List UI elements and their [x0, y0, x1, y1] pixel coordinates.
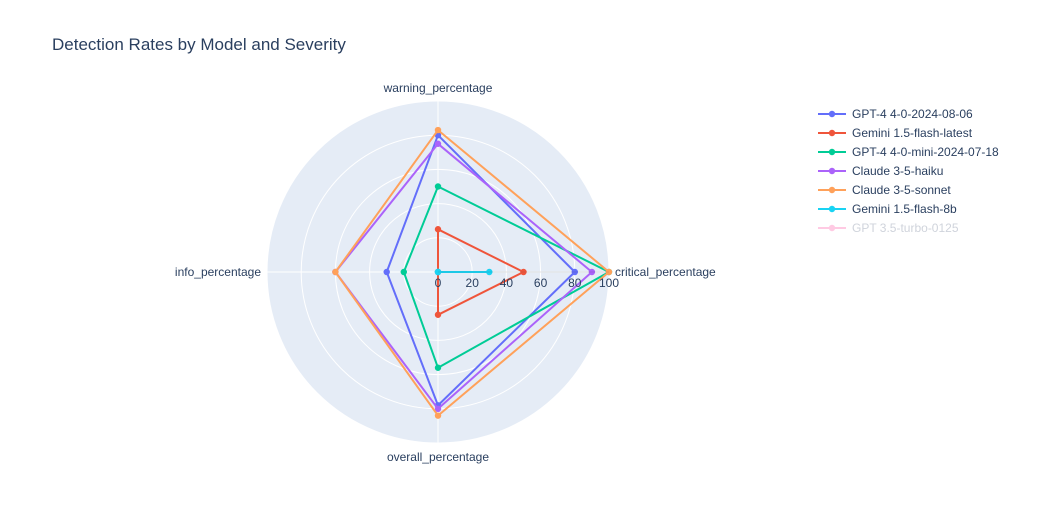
legend-label: GPT-4 4-0-2024-08-06	[852, 107, 973, 121]
data-point	[605, 268, 613, 276]
axis-label-critical_percentage: critical_percentage	[615, 265, 716, 279]
data-point	[434, 268, 442, 276]
legend-label: GPT-4 4-0-mini-2024-07-18	[852, 145, 999, 159]
radial-tick-label: 80	[568, 276, 582, 290]
series-5	[434, 268, 493, 276]
data-point	[434, 405, 442, 412]
legend-item[interactable]: Claude 3-5-sonnet	[818, 183, 951, 197]
legend-marker	[828, 205, 836, 213]
data-point	[434, 183, 442, 190]
radial-tick-label: 40	[500, 276, 514, 290]
legend-marker	[828, 148, 836, 156]
legend-marker	[828, 224, 836, 232]
legend-item[interactable]: GPT-4 4-0-mini-2024-07-18	[818, 145, 999, 159]
data-point	[434, 311, 442, 318]
series-4	[332, 126, 613, 419]
data-point	[486, 268, 493, 276]
data-point	[434, 140, 442, 147]
legend-item[interactable]: Claude 3-5-haiku	[818, 164, 943, 178]
legend-marker	[828, 186, 836, 194]
radial-tick-label: 20	[466, 276, 480, 290]
data-point	[434, 226, 442, 233]
chart-title: Detection Rates by Model and Severity	[52, 35, 346, 54]
legend-item[interactable]: GPT-4 4-0-2024-08-06	[818, 107, 973, 121]
legend-item[interactable]: Gemini 1.5-flash-latest	[818, 126, 973, 140]
radial-tick-label: 60	[534, 276, 548, 290]
data-point	[434, 364, 442, 371]
data-point	[400, 268, 407, 276]
radial-tick-label: 0	[435, 276, 442, 290]
legend-item[interactable]: GPT 3.5-turbo-0125	[818, 221, 959, 235]
legend: GPT-4 4-0-2024-08-06 Gemini 1.5-flash-lat…	[818, 107, 999, 235]
axis-label-warning_percentage: warning_percentage	[383, 81, 493, 95]
data-point	[434, 412, 442, 419]
axis-label-overall_percentage: overall_percentage	[387, 450, 489, 464]
data-point	[434, 126, 442, 134]
axis-label-info_percentage: info_percentage	[175, 265, 261, 279]
legend-marker	[828, 167, 836, 175]
data-point	[332, 268, 339, 276]
legend-marker	[828, 129, 836, 137]
legend-label: Gemini 1.5-flash-latest	[852, 126, 973, 140]
legend-item[interactable]: Gemini 1.5-flash-8b	[818, 202, 957, 216]
legend-label: Gemini 1.5-flash-8b	[852, 202, 957, 216]
legend-label: Claude 3-5-haiku	[852, 164, 943, 178]
data-point	[571, 268, 578, 276]
radial-tick-label: 100	[599, 276, 619, 290]
data-point	[588, 268, 596, 276]
data-point	[383, 268, 390, 276]
legend-label: GPT 3.5-turbo-0125	[852, 221, 959, 235]
legend-label: Claude 3-5-sonnet	[852, 183, 951, 197]
data-point	[520, 268, 527, 276]
legend-marker	[828, 110, 836, 118]
